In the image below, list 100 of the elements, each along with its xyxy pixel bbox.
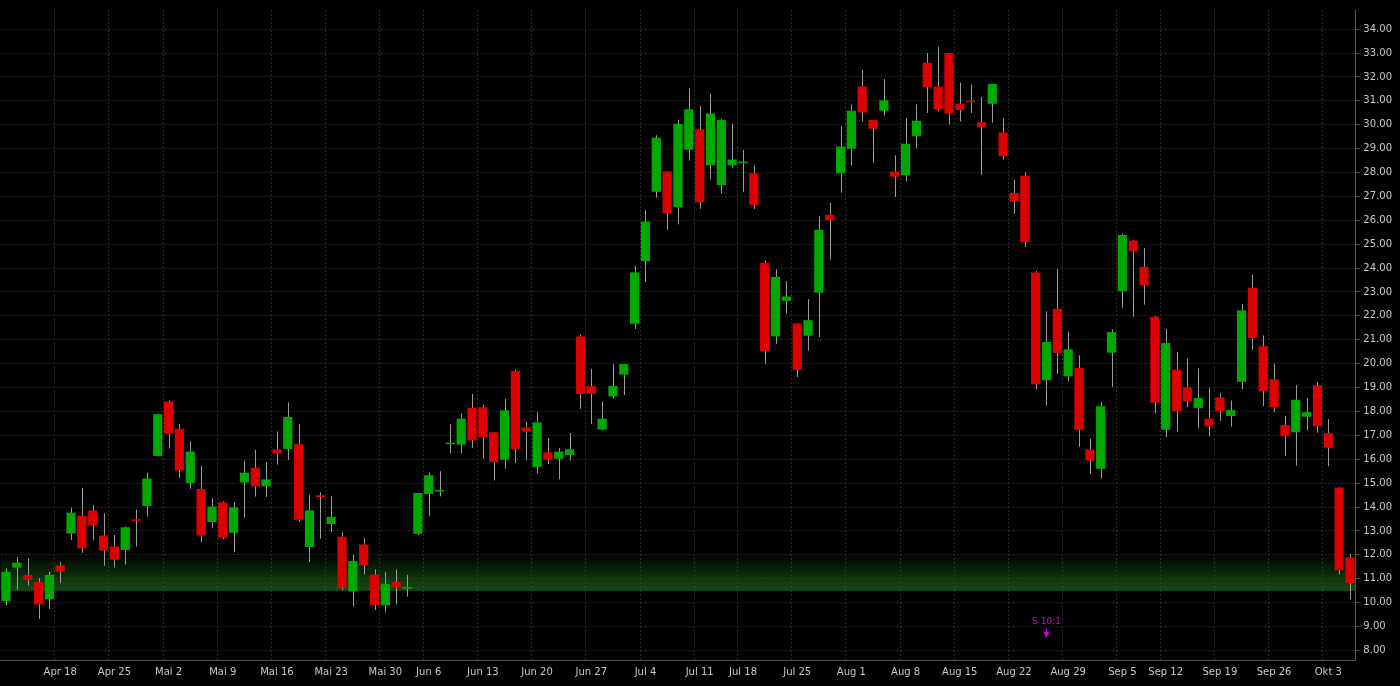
candlestick — [1193, 367, 1203, 429]
candlestick — [597, 400, 607, 432]
y-tick-label: 21.00 — [1363, 333, 1393, 345]
y-tick-label: 22.00 — [1363, 309, 1393, 321]
candlestick — [586, 368, 596, 425]
x-tick-label: Jul 11 — [684, 665, 714, 677]
candlestick — [261, 461, 271, 498]
x-tick-label: Okt 3 — [1314, 665, 1342, 677]
candlestick — [1301, 397, 1312, 432]
x-tick-label: Jul 25 — [782, 665, 812, 677]
x-tick-label: Jun 20 — [520, 665, 553, 677]
x-tick-label: Apr 18 — [43, 665, 77, 677]
x-tick-label: Aug 1 — [836, 665, 866, 677]
candlestick — [564, 432, 575, 462]
candlestick — [1323, 418, 1333, 467]
y-tick-label: 27.00 — [1363, 189, 1393, 201]
y-tick-label: 24.00 — [1363, 261, 1393, 273]
x-tick-label: Mai 2 — [155, 665, 183, 677]
candlestick — [272, 431, 282, 466]
candlestick — [391, 568, 401, 605]
candlestick — [33, 577, 44, 620]
y-tick-label: 23.00 — [1363, 285, 1393, 297]
candlestick — [554, 447, 564, 480]
candlestick — [781, 280, 791, 315]
candlestick — [359, 537, 369, 575]
candlestick — [1226, 399, 1236, 428]
x-tick-label: Jul 4 — [633, 665, 657, 677]
y-tick-label: 15.00 — [1363, 476, 1393, 488]
candlestick — [1128, 239, 1138, 318]
x-tick-label: Mai 9 — [209, 665, 237, 677]
candlestick — [987, 83, 997, 124]
candlestick — [1106, 328, 1117, 388]
y-tick-label: 33.00 — [1363, 46, 1393, 58]
y-tick-label: 9.00 — [1363, 620, 1386, 632]
candlestick — [402, 574, 412, 598]
candlestick — [1215, 392, 1225, 422]
candlestick — [1085, 438, 1095, 475]
candlestick — [66, 507, 76, 541]
x-tick-label: Apr 25 — [97, 665, 131, 677]
y-tick-label: 32.00 — [1363, 70, 1393, 82]
y-tick-label: 12.00 — [1363, 548, 1393, 560]
y-tick-label: 16.00 — [1363, 452, 1393, 464]
candlestick — [608, 363, 618, 399]
y-tick-label: 13.00 — [1363, 524, 1393, 536]
candlestick — [1204, 387, 1214, 437]
y-tick-label: 29.00 — [1363, 142, 1393, 154]
y-tick-label: 30.00 — [1363, 118, 1393, 130]
x-tick-label: Mai 30 — [368, 665, 403, 677]
candlestick — [890, 154, 900, 198]
x-tick-label: Aug 15 — [942, 665, 978, 677]
y-tick-label: 17.00 — [1363, 428, 1393, 440]
y-tick-label: 19.00 — [1363, 381, 1393, 393]
candlestick — [315, 491, 325, 540]
y-tick-label: 11.00 — [1363, 572, 1393, 584]
candlestick — [109, 534, 119, 569]
candlestick — [998, 117, 1008, 161]
x-tick-label: Mai 16 — [260, 665, 294, 677]
candlestick — [131, 508, 141, 547]
candlestick — [98, 512, 109, 567]
y-tick-label: 25.00 — [1363, 237, 1393, 249]
y-tick-label: 31.00 — [1363, 94, 1393, 106]
candlestick — [868, 119, 878, 164]
candlestick — [88, 504, 98, 541]
y-tick-label: 20.00 — [1363, 357, 1393, 369]
candlestick — [207, 497, 217, 529]
candlestick — [250, 449, 260, 498]
annotation: S 10:1 — [1032, 615, 1061, 626]
x-tick-label: Aug 8 — [891, 665, 921, 677]
candlestick — [326, 495, 336, 533]
x-tick-label: Jun 13 — [466, 665, 499, 677]
candlestick — [434, 470, 445, 497]
candlestick — [23, 557, 33, 586]
x-tick-label: Sep 5 — [1108, 665, 1137, 677]
candlestick — [239, 459, 250, 519]
x-tick-label: Sep 19 — [1202, 665, 1238, 677]
candlestick — [12, 556, 22, 591]
y-tick-label: 34.00 — [1363, 22, 1393, 34]
y-tick-label: 26.00 — [1363, 213, 1393, 225]
candlestick — [911, 103, 922, 149]
candlestick — [521, 421, 531, 461]
candlestick — [1182, 357, 1192, 408]
candlestick — [619, 363, 629, 396]
candlestick — [976, 96, 987, 176]
x-tick-label: Aug 29 — [1050, 665, 1086, 677]
y-tick-label: 10.00 — [1363, 596, 1393, 608]
x-tick-label: Mai 23 — [314, 665, 348, 677]
y-tick-label: 28.00 — [1363, 166, 1393, 178]
y-tick-label: 18.00 — [1363, 405, 1393, 417]
y-tick-label: 14.00 — [1363, 500, 1393, 512]
x-tick-label: Aug 22 — [996, 665, 1032, 677]
candlestick — [120, 525, 130, 566]
candlestick — [543, 437, 553, 465]
x-tick-label: Jul 18 — [728, 665, 757, 677]
candlestick — [879, 78, 889, 117]
candlestick — [1280, 415, 1290, 457]
candlestick — [1139, 247, 1149, 306]
x-tick-label: Sep 26 — [1256, 665, 1292, 677]
x-tick-label: Sep 12 — [1148, 665, 1184, 677]
y-tick-label: 8.00 — [1363, 644, 1386, 656]
candlestick — [803, 298, 813, 352]
